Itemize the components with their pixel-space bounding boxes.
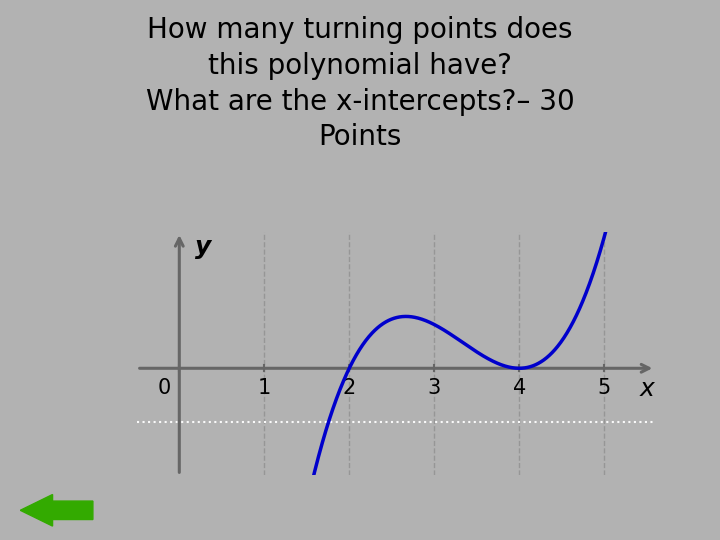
FancyArrow shape	[20, 495, 93, 526]
Text: 5: 5	[598, 378, 611, 398]
Text: 2: 2	[343, 378, 356, 398]
Text: 1: 1	[258, 378, 271, 398]
Text: x: x	[639, 377, 654, 401]
Text: 0: 0	[158, 378, 171, 398]
Text: 4: 4	[513, 378, 526, 398]
Text: How many turning points does
this polynomial have?
What are the x-intercepts?– 3: How many turning points does this polyno…	[145, 16, 575, 151]
Text: y: y	[194, 234, 211, 259]
Text: 3: 3	[428, 378, 441, 398]
